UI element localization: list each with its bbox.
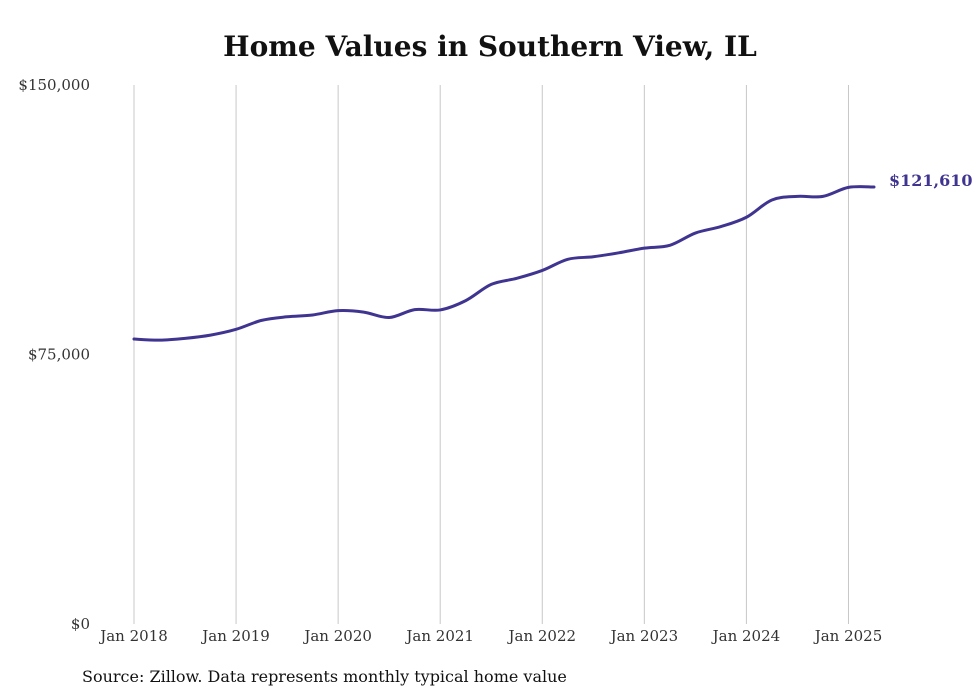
x-tick-label: Jan 2022	[506, 627, 576, 645]
end-value-label: $121,610	[889, 171, 973, 190]
x-tick-label: Jan 2023	[609, 627, 679, 645]
x-tick-label: Jan 2024	[711, 627, 781, 645]
x-tick-label: Jan 2025	[813, 627, 883, 645]
x-tick-label: Jan 2018	[98, 627, 168, 645]
x-tick-label: Jan 2019	[200, 627, 270, 645]
x-tick-label: Jan 2021	[404, 627, 474, 645]
x-tick-label: Jan 2020	[302, 627, 372, 645]
y-tick-label: $75,000	[28, 346, 90, 364]
y-tick-label: $0	[71, 615, 90, 633]
y-tick-label: $150,000	[18, 76, 90, 94]
series-line	[132, 185, 876, 342]
source-note: Source: Zillow. Data represents monthly …	[82, 667, 567, 686]
chart-title: Home Values in Southern View, IL	[223, 30, 757, 63]
